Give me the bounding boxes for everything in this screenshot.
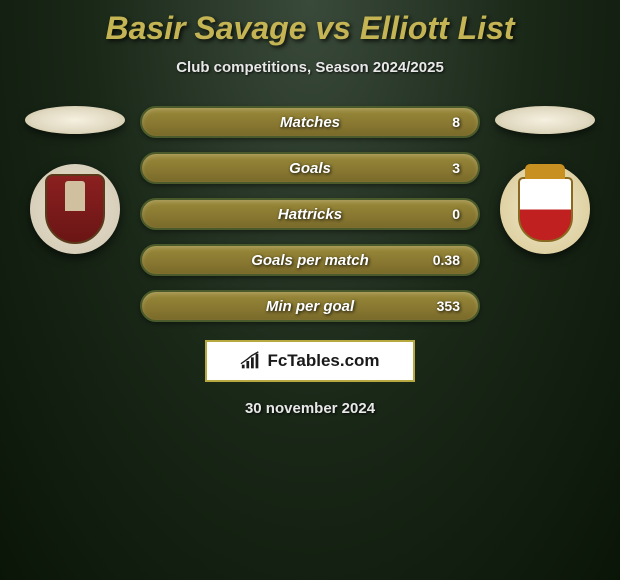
- stat-bar-goals-per-match: Goals per match 0.38: [140, 244, 480, 276]
- player-face-placeholder-right: [495, 106, 595, 134]
- stat-bar-min-per-goal: Min per goal 353: [140, 290, 480, 322]
- stat-bar-goals: Goals 3: [140, 152, 480, 184]
- club-crest-left: [30, 164, 120, 254]
- branding-text: FcTables.com: [267, 351, 379, 371]
- page-title: Basir Savage vs Elliott List: [0, 10, 620, 47]
- stat-label: Goals: [289, 160, 331, 177]
- crest-shield-icon: [45, 174, 105, 244]
- stat-value: 8: [452, 114, 460, 130]
- player-face-placeholder-left: [25, 106, 125, 134]
- subtitle-text: Club competitions, Season 2024/2025: [0, 59, 620, 76]
- stat-label: Matches: [280, 114, 340, 131]
- branding-box: FcTables.com: [205, 340, 415, 382]
- stat-value: 3: [452, 160, 460, 176]
- comparison-area: Matches 8 Goals 3 Hattricks 0 Goals per …: [0, 106, 620, 322]
- chart-icon: [240, 351, 262, 371]
- crest-shield-icon: [518, 177, 573, 242]
- stat-label: Min per goal: [266, 298, 354, 315]
- right-player-column: [495, 106, 595, 254]
- date-text: 30 november 2024: [0, 400, 620, 417]
- stat-label: Goals per match: [251, 252, 369, 269]
- stat-value: 0.38: [433, 252, 460, 268]
- stat-label: Hattricks: [278, 206, 342, 223]
- main-container: Basir Savage vs Elliott List Club compet…: [0, 0, 620, 417]
- stat-bar-matches: Matches 8: [140, 106, 480, 138]
- club-crest-right: [500, 164, 590, 254]
- stat-bar-hattricks: Hattricks 0: [140, 198, 480, 230]
- stat-value: 0: [452, 206, 460, 222]
- left-player-column: [25, 106, 125, 254]
- stats-column: Matches 8 Goals 3 Hattricks 0 Goals per …: [140, 106, 480, 322]
- stat-value: 353: [437, 298, 460, 314]
